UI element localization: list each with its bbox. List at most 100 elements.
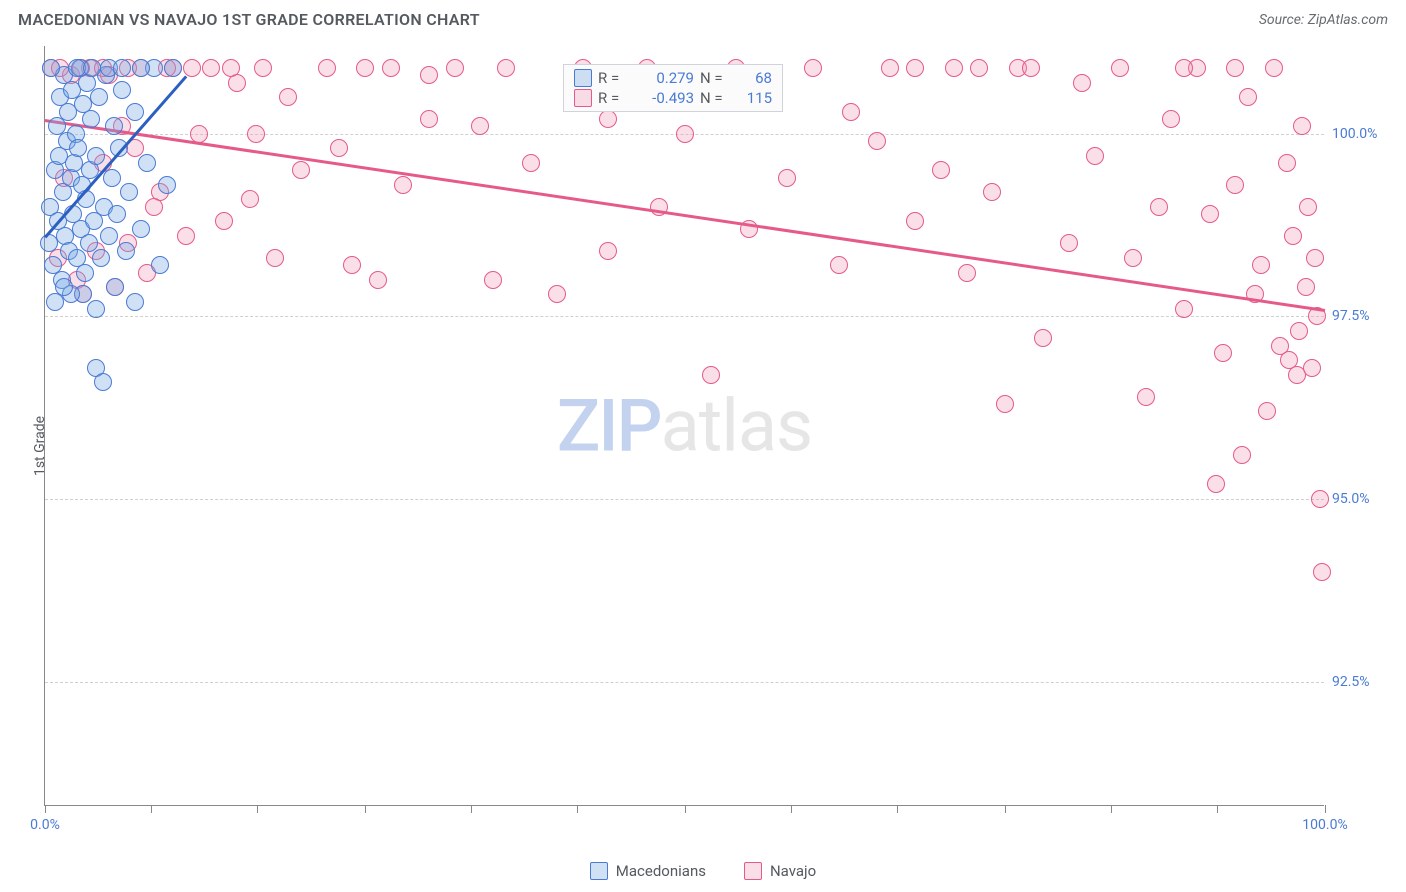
x-tick	[685, 805, 686, 813]
scatter-point	[906, 212, 924, 230]
scatter-point	[1150, 198, 1168, 216]
legend-r-label: R =	[598, 69, 628, 87]
scatter-point	[881, 59, 899, 77]
scatter-point	[94, 373, 112, 391]
chart-title: MACEDONIAN VS NAVAJO 1ST GRADE CORRELATI…	[18, 10, 480, 29]
legend-row: R =0.279N =68	[574, 69, 772, 87]
x-tick	[791, 805, 792, 813]
x-tick	[1111, 805, 1112, 813]
legend-r-label: R =	[598, 89, 628, 107]
scatter-point	[1303, 359, 1321, 377]
scatter-point	[83, 59, 101, 77]
scatter-point	[1252, 256, 1270, 274]
scatter-point	[842, 103, 860, 121]
legend-swatch	[574, 69, 592, 87]
x-tick	[257, 805, 258, 813]
scatter-point	[471, 117, 489, 135]
scatter-point	[1290, 322, 1308, 340]
x-tick	[1005, 805, 1006, 813]
scatter-point	[292, 161, 310, 179]
y-tick-label: 100.0%	[1332, 126, 1392, 142]
scatter-point	[778, 169, 796, 187]
correlation-legend: R =0.279N =68R =-0.493N =115	[563, 64, 783, 112]
x-tick	[151, 805, 152, 813]
scatter-point	[804, 59, 822, 77]
scatter-point	[117, 242, 135, 260]
scatter-point	[222, 59, 240, 77]
scatter-point	[1111, 59, 1129, 77]
scatter-point	[343, 256, 361, 274]
scatter-point	[1162, 110, 1180, 128]
scatter-point	[113, 59, 131, 77]
gridline	[45, 499, 1324, 500]
legend-item: Navajo	[744, 862, 816, 880]
x-tick	[897, 805, 898, 813]
scatter-point	[106, 278, 124, 296]
scatter-point	[151, 256, 169, 274]
scatter-point	[46, 293, 64, 311]
scatter-point	[970, 59, 988, 77]
legend-bottom: Macedonians Navajo	[0, 862, 1406, 880]
legend-swatch	[590, 862, 608, 880]
scatter-point	[1313, 563, 1331, 581]
scatter-point	[183, 59, 201, 77]
scatter-point	[1265, 59, 1283, 77]
scatter-point	[145, 198, 163, 216]
scatter-point	[599, 242, 617, 260]
scatter-point	[1073, 74, 1091, 92]
scatter-point	[76, 264, 94, 282]
scatter-point	[80, 234, 98, 252]
scatter-point	[420, 66, 438, 84]
scatter-point	[702, 366, 720, 384]
x-tick	[1217, 805, 1218, 813]
gridline	[45, 316, 1324, 317]
scatter-point	[497, 59, 515, 77]
scatter-point	[996, 395, 1014, 413]
scatter-point	[120, 183, 138, 201]
scatter-point	[266, 249, 284, 267]
scatter-point	[1284, 227, 1302, 245]
scatter-point	[1299, 198, 1317, 216]
legend-n-label: N =	[700, 69, 730, 87]
scatter-point	[1214, 344, 1232, 362]
scatter-point	[484, 271, 502, 289]
scatter-point	[1239, 88, 1257, 106]
scatter-point	[1297, 278, 1315, 296]
scatter-point	[279, 88, 297, 106]
chart-source: Source: ZipAtlas.com	[1259, 12, 1388, 28]
scatter-point	[548, 285, 566, 303]
scatter-point	[1226, 59, 1244, 77]
x-tick	[365, 805, 366, 813]
scatter-point	[100, 227, 118, 245]
scatter-point	[420, 110, 438, 128]
scatter-point	[105, 117, 123, 135]
scatter-point	[1306, 249, 1324, 267]
scatter-point	[177, 227, 195, 245]
x-tick	[1325, 805, 1326, 813]
scatter-point	[446, 59, 464, 77]
x-tick-label: 0.0%	[30, 817, 60, 833]
scatter-point	[108, 205, 126, 223]
legend-item: Macedonians	[590, 862, 706, 880]
scatter-point	[254, 59, 272, 77]
scatter-point	[1201, 205, 1219, 223]
scatter-point	[1207, 475, 1225, 493]
scatter-point	[330, 139, 348, 157]
scatter-point	[1278, 154, 1296, 172]
scatter-point	[113, 81, 131, 99]
scatter-point	[868, 132, 886, 150]
regression-line	[45, 119, 1325, 311]
scatter-point	[1226, 176, 1244, 194]
scatter-point	[906, 59, 924, 77]
scatter-point	[356, 59, 374, 77]
legend-swatch	[574, 89, 592, 107]
scatter-point	[126, 103, 144, 121]
scatter-point	[132, 220, 150, 238]
watermark-zip: ZIP	[557, 383, 661, 468]
scatter-point	[1124, 249, 1142, 267]
scatter-plot-area: ZIPatlas 92.5%95.0%97.5%100.0%0.0%100.0%…	[44, 46, 1324, 806]
scatter-point	[983, 183, 1001, 201]
scatter-point	[1258, 402, 1276, 420]
gridline	[45, 682, 1324, 683]
scatter-point	[1293, 117, 1311, 135]
